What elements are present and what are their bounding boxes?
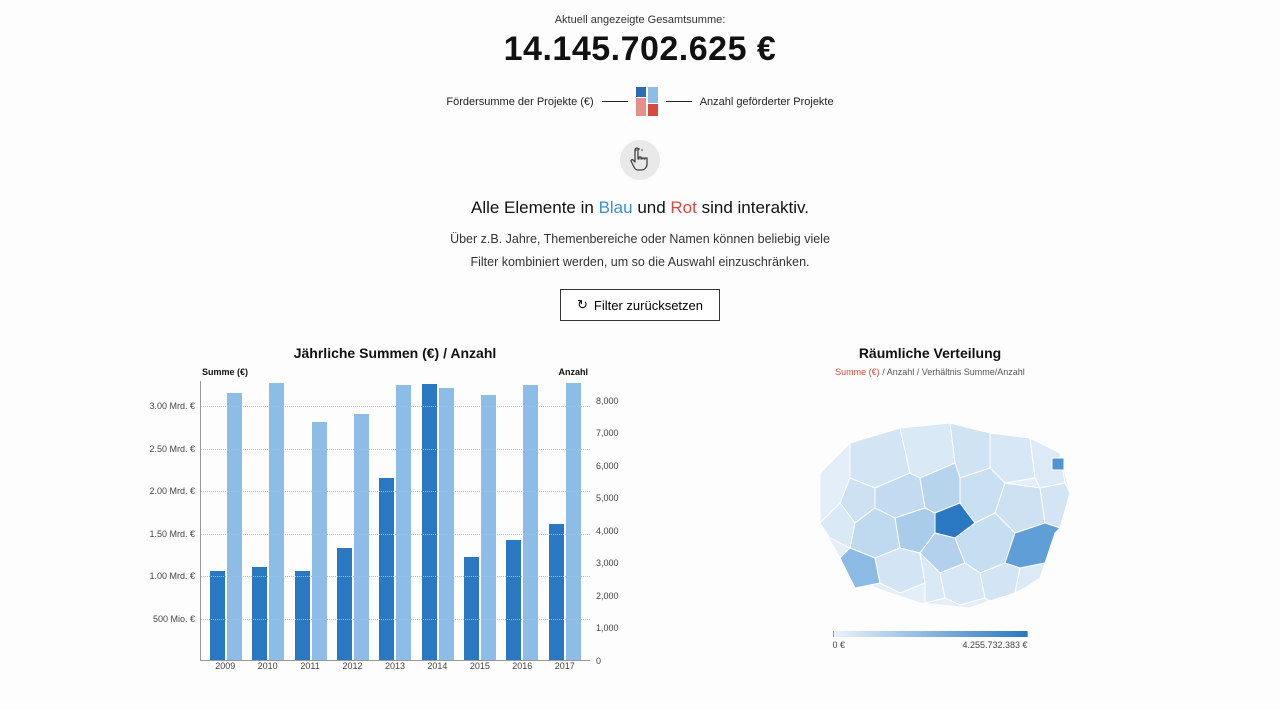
legend-swatch <box>636 87 658 116</box>
y-left-tick: 2.00 Mrd. € <box>149 486 201 496</box>
x-tick: 2014 <box>421 661 453 679</box>
map-legend-max: 4.255.732.383 € <box>962 640 1027 650</box>
bar-sum[interactable] <box>252 567 267 660</box>
total-value: 14.145.702.625 € <box>504 30 777 69</box>
swatch-bottom-right <box>648 104 658 116</box>
bar-group[interactable] <box>295 422 327 660</box>
y-right-tick: 5,000 <box>590 493 619 503</box>
bar-sum[interactable] <box>295 571 310 660</box>
bar-group[interactable] <box>337 414 369 660</box>
map-tab-ratio[interactable]: Verhältnis Summe/Anzahl <box>922 367 1025 377</box>
x-tick: 2011 <box>294 661 326 679</box>
x-tick: 2010 <box>252 661 284 679</box>
bar-chart-panel: Jährliche Summen (€) / Anzahl Summe (€) … <box>200 345 590 679</box>
map-panel: Räumliche Verteilung Summe (€) / Anzahl … <box>780 345 1080 679</box>
map-tab-count[interactable]: Anzahl <box>887 367 915 377</box>
bar-count[interactable] <box>312 422 327 660</box>
bar-count[interactable] <box>354 414 369 660</box>
bar-right-axis-label: Anzahl <box>558 367 588 377</box>
map-legend-min: 0 € <box>833 640 846 650</box>
legend-right-label: Anzahl geförderter Projekte <box>700 96 834 108</box>
map-tabs: Summe (€) / Anzahl / Verhältnis Summe/An… <box>835 367 1025 377</box>
x-tick: 2013 <box>379 661 411 679</box>
total-label: Aktuell angezeigte Gesamtsumme: <box>555 14 726 26</box>
y-right-tick: 4,000 <box>590 526 619 536</box>
bar-left-axis-label: Summe (€) <box>202 367 248 377</box>
y-right-tick: 2,000 <box>590 591 619 601</box>
bar-chart-title: Jährliche Summen (€) / Anzahl <box>294 345 497 361</box>
bar-sum[interactable] <box>464 557 479 661</box>
y-left-tick: 3.00 Mrd. € <box>149 401 201 411</box>
intro-subtext: Über z.B. Jahre, Themenbereiche oder Nam… <box>450 228 830 273</box>
map-tab-sum[interactable]: Summe (€) <box>835 367 880 377</box>
intro-red-word: Rot <box>670 198 696 217</box>
y-left-tick: 500 Mio. € <box>153 614 201 624</box>
swatch-top-left <box>636 87 646 97</box>
choropleth-map[interactable] <box>780 383 1080 623</box>
y-right-tick: 6,000 <box>590 461 619 471</box>
swatch-bottom-left <box>636 98 646 116</box>
y-right-tick: 1,000 <box>590 623 619 633</box>
y-left-tick: 1.00 Mrd. € <box>149 571 201 581</box>
map-district[interactable] <box>1052 458 1064 470</box>
x-tick: 2015 <box>464 661 496 679</box>
map-title: Räumliche Verteilung <box>859 345 1001 361</box>
map-legend-gradient <box>833 631 1028 637</box>
legend-connector-right <box>666 101 692 102</box>
bar-group[interactable] <box>464 395 496 660</box>
intro-headline: Alle Elemente in Blau und Rot sind inter… <box>471 198 809 218</box>
bar-sum[interactable] <box>379 478 394 660</box>
bar-count[interactable] <box>481 395 496 660</box>
swatch-top-right <box>648 87 658 103</box>
y-right-tick: 8,000 <box>590 396 619 406</box>
bar-chart[interactable]: 500 Mio. €1.00 Mrd. €1.50 Mrd. €2.00 Mrd… <box>200 381 590 661</box>
x-tick: 2012 <box>337 661 369 679</box>
reset-filter-button[interactable]: ↻ Filter zurücksetzen <box>560 289 720 321</box>
y-right-tick: 7,000 <box>590 428 619 438</box>
legend-connector-left <box>602 101 628 102</box>
x-tick: 2017 <box>549 661 581 679</box>
bar-sum[interactable] <box>506 540 521 660</box>
bar-count[interactable] <box>227 393 242 660</box>
y-right-tick: 0 <box>590 656 601 666</box>
y-right-tick: 3,000 <box>590 558 619 568</box>
legend-row: Fördersumme der Projekte (€) Anzahl gefö… <box>446 87 833 116</box>
reset-filter-label: Filter zurücksetzen <box>594 298 703 313</box>
x-tick: 2016 <box>506 661 538 679</box>
legend-left-label: Fördersumme der Projekte (€) <box>446 96 593 108</box>
refresh-icon: ↻ <box>577 297 588 313</box>
y-left-tick: 1.50 Mrd. € <box>149 529 201 539</box>
touch-hint-icon <box>620 140 660 180</box>
bar-sum[interactable] <box>210 571 225 660</box>
intro-blue-word: Blau <box>599 198 633 217</box>
bar-group[interactable] <box>210 393 242 660</box>
bar-sum[interactable] <box>337 548 352 660</box>
map-district[interactable] <box>1040 483 1070 528</box>
y-left-tick: 2.50 Mrd. € <box>149 444 201 454</box>
bar-sum[interactable] <box>549 524 564 660</box>
x-tick: 2009 <box>209 661 241 679</box>
